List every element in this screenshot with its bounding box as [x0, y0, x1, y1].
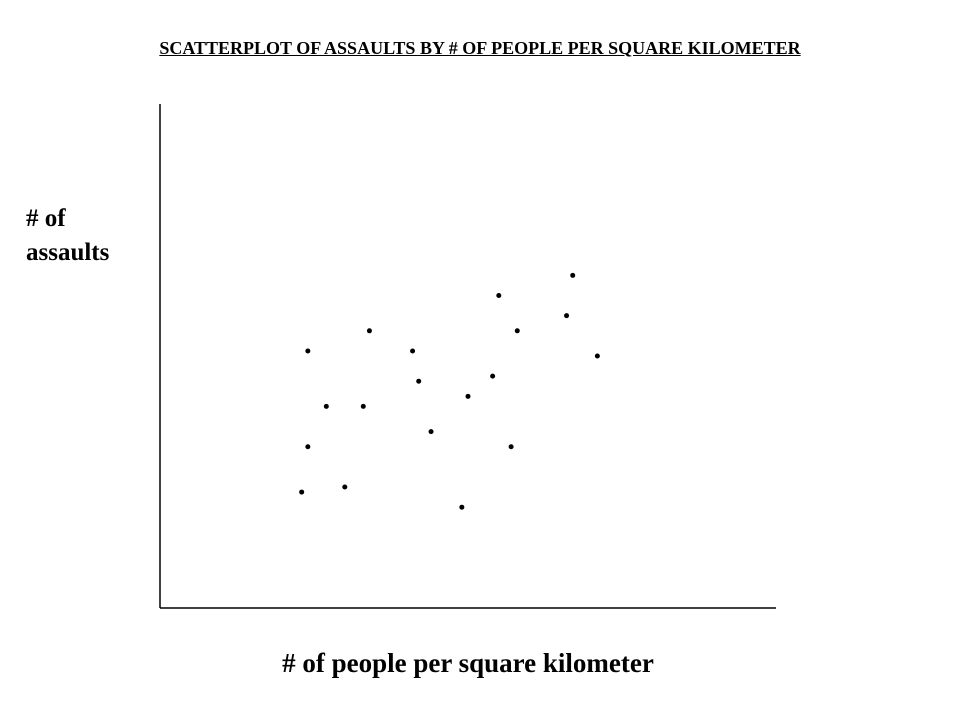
- point: [465, 393, 471, 399]
- point: [342, 484, 348, 490]
- point: [428, 429, 434, 435]
- point: [570, 272, 576, 278]
- point: [508, 444, 514, 450]
- point: [323, 403, 329, 409]
- point: [360, 403, 366, 409]
- point: [490, 373, 496, 379]
- x-axis-label: # of people per square kilometer: [282, 648, 654, 678]
- point: [459, 504, 465, 510]
- point: [514, 328, 520, 334]
- point: [305, 444, 311, 450]
- point: [366, 328, 372, 334]
- point: [594, 353, 600, 359]
- point: [299, 489, 305, 495]
- point: [496, 293, 502, 299]
- y-axis-label: # of assaults: [26, 205, 110, 266]
- point: [416, 378, 422, 384]
- chart-title: SCATTERPLOT OF ASSAULTS BY # OF PEOPLE P…: [159, 38, 801, 58]
- point: [410, 348, 416, 354]
- point: [305, 348, 311, 354]
- point: [564, 313, 570, 319]
